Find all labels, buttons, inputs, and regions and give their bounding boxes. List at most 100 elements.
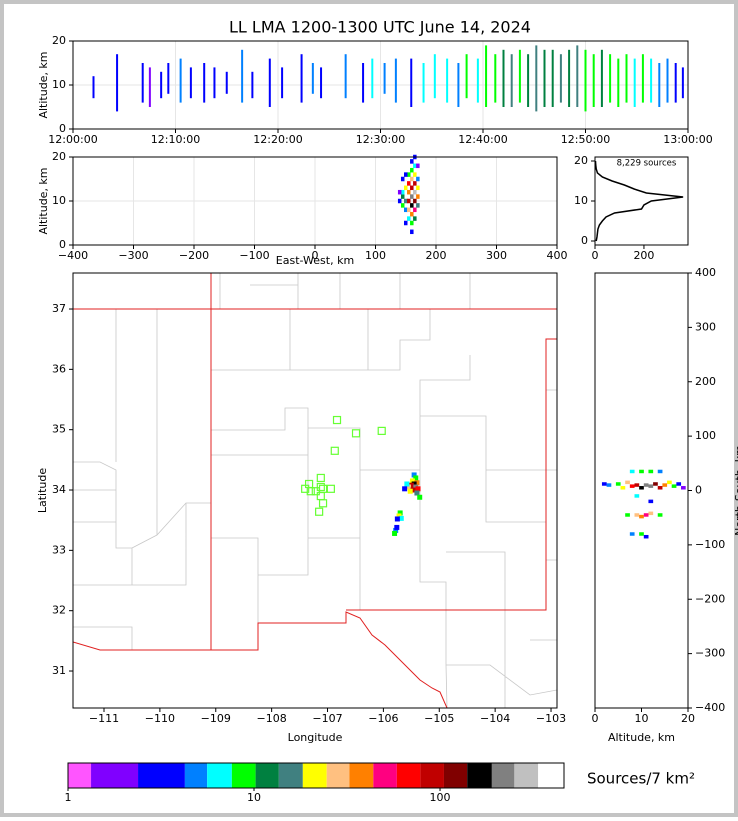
source-cell xyxy=(648,469,654,474)
source-cell xyxy=(629,532,635,536)
x-tick-label: −104 xyxy=(480,712,510,725)
source-cell xyxy=(639,486,644,490)
x-tick-label: −100 xyxy=(239,249,269,262)
x-tick-label: 0 xyxy=(312,249,319,262)
source-cell xyxy=(643,513,649,517)
source-cell xyxy=(404,207,408,213)
source-cell xyxy=(407,172,411,177)
source-column xyxy=(160,71,163,99)
x-axis-label: East-West, km xyxy=(276,254,354,267)
source-cell xyxy=(410,159,414,164)
source-cell xyxy=(639,514,644,519)
source-column xyxy=(394,58,397,103)
source-cell xyxy=(404,185,408,191)
source-cell xyxy=(657,469,663,474)
source-cell xyxy=(406,484,412,490)
y-tick-label: 35 xyxy=(52,423,66,436)
axes-frame xyxy=(72,272,558,709)
colorbar-swatch xyxy=(420,763,444,788)
colorbar-tick-label: 100 xyxy=(430,791,451,804)
source-cell xyxy=(416,185,420,191)
y-tick-label: 0 xyxy=(59,238,66,251)
colorbar-swatch xyxy=(538,763,564,788)
source-cell xyxy=(662,483,668,487)
colorbar-swatch xyxy=(138,763,185,788)
source-cell xyxy=(410,487,416,493)
source-column xyxy=(485,45,488,107)
source-cell xyxy=(634,513,640,517)
source-cell xyxy=(671,484,677,488)
source-column xyxy=(241,49,244,103)
source-cell xyxy=(413,475,419,481)
source-cell xyxy=(410,176,414,182)
x-axis-label: Longitude xyxy=(288,731,343,744)
source-cell xyxy=(392,530,398,536)
source-column xyxy=(433,54,436,99)
source-cell xyxy=(606,483,612,487)
x-tick-label: 12:10:00 xyxy=(151,133,200,146)
source-cell xyxy=(410,229,414,235)
x-tick-label: 10 xyxy=(635,712,649,725)
source-cell xyxy=(413,189,417,195)
source-column xyxy=(476,58,479,103)
source-column xyxy=(92,76,95,99)
colorbar-tick-label: 1 xyxy=(65,791,72,804)
x-tick-label: 0 xyxy=(592,249,599,262)
source-cell xyxy=(653,482,658,486)
source-column xyxy=(641,54,644,103)
source-column xyxy=(568,49,571,107)
source-column xyxy=(510,54,513,107)
source-column xyxy=(281,67,284,99)
source-cell xyxy=(407,216,411,221)
source-cell xyxy=(625,513,630,517)
y-tick-label: 32 xyxy=(52,604,66,617)
source-column xyxy=(502,49,505,107)
source-cell xyxy=(400,189,405,195)
y-tick-label: 34 xyxy=(52,483,66,496)
source-cell xyxy=(397,510,403,516)
source-cell xyxy=(407,488,413,494)
source-cell xyxy=(410,167,414,173)
source-column xyxy=(344,54,347,99)
colorbar-swatch xyxy=(443,763,468,788)
source-cell xyxy=(410,185,414,191)
altitude-profile xyxy=(594,160,684,242)
source-cell xyxy=(404,198,408,204)
colorbar-swatch xyxy=(514,763,539,788)
source-cell xyxy=(409,478,415,484)
x-tick-label: −107 xyxy=(312,712,342,725)
source-cell xyxy=(410,211,414,217)
source-column xyxy=(167,63,170,94)
source-cell xyxy=(407,198,411,204)
y-tick-label: 33 xyxy=(52,543,66,556)
source-cell xyxy=(400,203,405,208)
x-tick-label: −103 xyxy=(536,712,566,725)
colorbar-swatch xyxy=(349,763,374,788)
chart-title: LL LMA 1200-1300 UTC June 14, 2024 xyxy=(229,18,531,37)
y-tick-label: 10 xyxy=(52,194,66,207)
y-tick-label: 36 xyxy=(52,362,66,375)
colorbar-tick-label: 10 xyxy=(247,791,261,804)
station xyxy=(315,507,324,516)
station xyxy=(330,446,339,455)
x-tick-label: 12:30:00 xyxy=(356,133,405,146)
station xyxy=(351,429,361,438)
source-column xyxy=(141,63,144,103)
source-cell xyxy=(620,486,626,490)
station xyxy=(306,487,315,496)
source-cell xyxy=(639,532,644,536)
y-tick-label: 20 xyxy=(52,34,66,47)
source-cell xyxy=(397,189,402,195)
source-column xyxy=(116,54,119,112)
source-column xyxy=(551,49,554,107)
x-tick-label: 200 xyxy=(426,249,447,262)
x-tick-label: 20 xyxy=(681,712,695,725)
source-cell xyxy=(397,198,402,204)
colorbar-swatch xyxy=(302,763,327,788)
station xyxy=(332,415,342,425)
source-cell xyxy=(398,515,404,521)
source-cell xyxy=(407,207,411,213)
source-cell xyxy=(413,216,417,221)
source-cell xyxy=(394,516,400,522)
source-cell xyxy=(416,194,420,199)
